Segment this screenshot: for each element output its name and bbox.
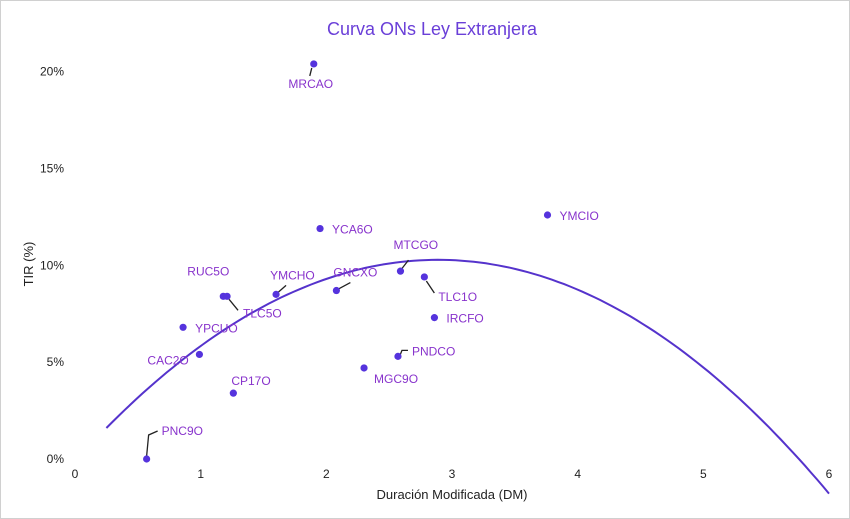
- y-tick-label: 0%: [47, 452, 65, 466]
- x-tick-labels: 0 1 2 3 4 5 6: [72, 467, 833, 481]
- data-point: [223, 292, 231, 300]
- data-point: [420, 273, 428, 281]
- data-point: [332, 286, 340, 295]
- point-label: PNC9O: [162, 424, 203, 438]
- point-label: CP17O: [231, 374, 270, 388]
- label-leader-lines: [145, 67, 435, 457]
- data-point: [195, 350, 204, 359]
- leader-line: [400, 259, 409, 270]
- data-point: [316, 224, 324, 233]
- point-label: YPCUO: [195, 321, 238, 335]
- point-label: MTCGO: [393, 238, 438, 252]
- data-point: [543, 211, 552, 219]
- leader-line: [399, 349, 408, 356]
- leader-line: [309, 67, 313, 77]
- x-axis-label: Duración Modificada (DM): [377, 487, 528, 502]
- y-tick-label: 5%: [47, 355, 65, 369]
- data-point: [394, 352, 402, 360]
- chart-title: Curva ONs Ley Extranjera: [327, 19, 538, 39]
- data-point: [229, 389, 237, 397]
- point-label: TLC5O: [243, 306, 282, 320]
- x-tick-label: 5: [700, 467, 707, 481]
- point-label: IRCFO: [446, 312, 483, 326]
- leader-line: [337, 281, 351, 291]
- y-tick-labels: 0% 5% 10% 15% 20%: [40, 65, 64, 466]
- data-point: [143, 455, 151, 463]
- leader-line: [425, 280, 435, 294]
- point-labels: MRCAO YMCIO YCA6O MTCGO TLC1O GNCXO YMCHO RUC5O…: [147, 77, 598, 438]
- x-tick-label: 3: [449, 467, 456, 481]
- data-point: [430, 314, 439, 322]
- data-point: [179, 323, 187, 331]
- x-tick-label: 0: [72, 467, 79, 481]
- leader-line: [145, 430, 158, 457]
- point-label: RUC5O: [187, 264, 229, 278]
- y-axis-label: TIR (%): [21, 242, 36, 287]
- data-point: [310, 60, 318, 68]
- point-label: YMCIO: [560, 209, 599, 223]
- x-tick-label: 6: [826, 467, 833, 481]
- point-label: YCA6O: [332, 223, 373, 237]
- data-point: [396, 267, 405, 275]
- x-tick-label: 4: [574, 467, 581, 481]
- y-tick-label: 10%: [40, 258, 64, 272]
- x-tick-label: 2: [323, 467, 330, 481]
- data-points: [143, 60, 552, 463]
- leader-line: [277, 284, 287, 293]
- leader-line: [228, 298, 239, 311]
- point-label: GNCXO: [333, 266, 377, 280]
- trendline: [105, 258, 830, 495]
- point-label: MGC9O: [374, 372, 418, 386]
- x-tick-label: 1: [197, 467, 204, 481]
- y-tick-label: 20%: [40, 65, 64, 79]
- point-label: TLC1O: [438, 290, 477, 304]
- point-label: CAC2O: [147, 353, 188, 367]
- point-label: YMCHO: [270, 268, 315, 282]
- point-label: MRCAO: [288, 77, 333, 91]
- data-point: [360, 364, 368, 372]
- y-tick-label: 15%: [40, 162, 64, 176]
- data-point: [272, 290, 280, 298]
- point-label: PNDCO: [412, 344, 455, 358]
